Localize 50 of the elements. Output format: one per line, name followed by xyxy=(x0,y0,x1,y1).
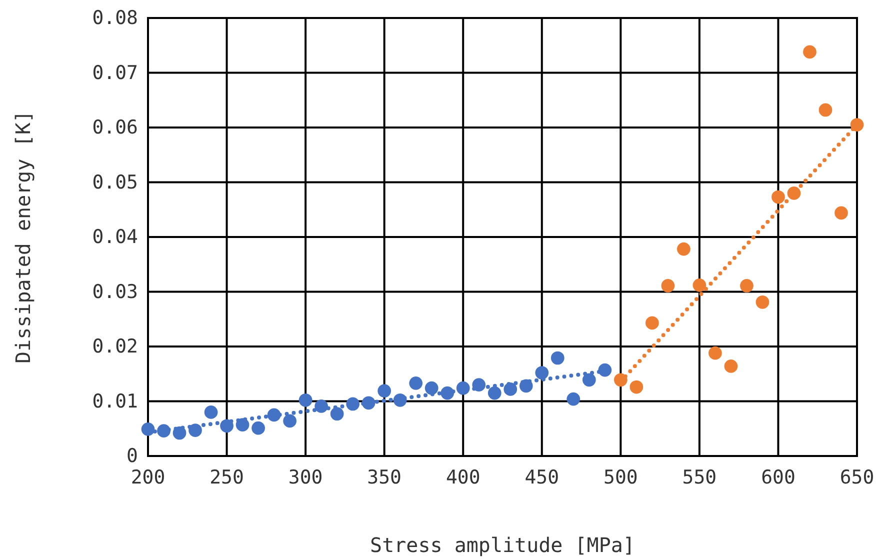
y-tick-label: 0.01 xyxy=(92,390,138,412)
point xyxy=(834,206,848,220)
point xyxy=(677,242,690,256)
x-tick-label: 550 xyxy=(682,466,717,488)
x-tick-label: 200 xyxy=(130,466,166,488)
x-tick-label: 650 xyxy=(840,466,874,488)
x-tick-label: 450 xyxy=(524,466,560,488)
point xyxy=(818,103,832,117)
point xyxy=(252,421,265,435)
point xyxy=(298,393,312,407)
y-axis-title: Dissipated energy [K] xyxy=(11,110,35,364)
x-axis-title: Stress amplitude [MPa] xyxy=(370,533,635,557)
point xyxy=(661,279,675,292)
point xyxy=(740,279,754,292)
y-tick-label: 0.03 xyxy=(92,280,138,303)
point xyxy=(646,316,659,330)
point xyxy=(409,376,423,390)
y-tick-label: 0.07 xyxy=(92,62,138,84)
point xyxy=(378,384,392,398)
point xyxy=(504,382,518,396)
x-tick-label: 400 xyxy=(446,466,480,488)
x-tick-label: 500 xyxy=(604,466,638,488)
y-tick-label: 0.04 xyxy=(92,226,138,248)
y-tick-label: 0.05 xyxy=(92,171,138,194)
point xyxy=(692,278,706,292)
point xyxy=(283,414,296,428)
point xyxy=(598,363,612,377)
y-tick-label: 0.02 xyxy=(92,336,138,358)
y-tick-label: 0 xyxy=(126,445,138,468)
point xyxy=(330,407,344,421)
point xyxy=(803,45,816,59)
point xyxy=(850,118,864,132)
point xyxy=(708,346,722,360)
point xyxy=(724,360,738,373)
x-tick-label: 600 xyxy=(761,466,796,488)
x-tick-label: 250 xyxy=(210,466,244,488)
x-tick-label: 350 xyxy=(367,466,402,488)
point xyxy=(772,190,785,204)
point xyxy=(582,373,596,387)
y-tick-label: 0.06 xyxy=(92,116,138,139)
y-tick-label: 0.08 xyxy=(92,7,138,30)
point xyxy=(488,386,502,400)
point xyxy=(550,351,564,365)
point xyxy=(204,406,218,419)
point xyxy=(566,392,580,406)
point xyxy=(424,381,438,395)
point xyxy=(630,380,644,394)
x-tick-label: 300 xyxy=(288,466,323,488)
point xyxy=(535,366,549,380)
point xyxy=(756,295,770,309)
